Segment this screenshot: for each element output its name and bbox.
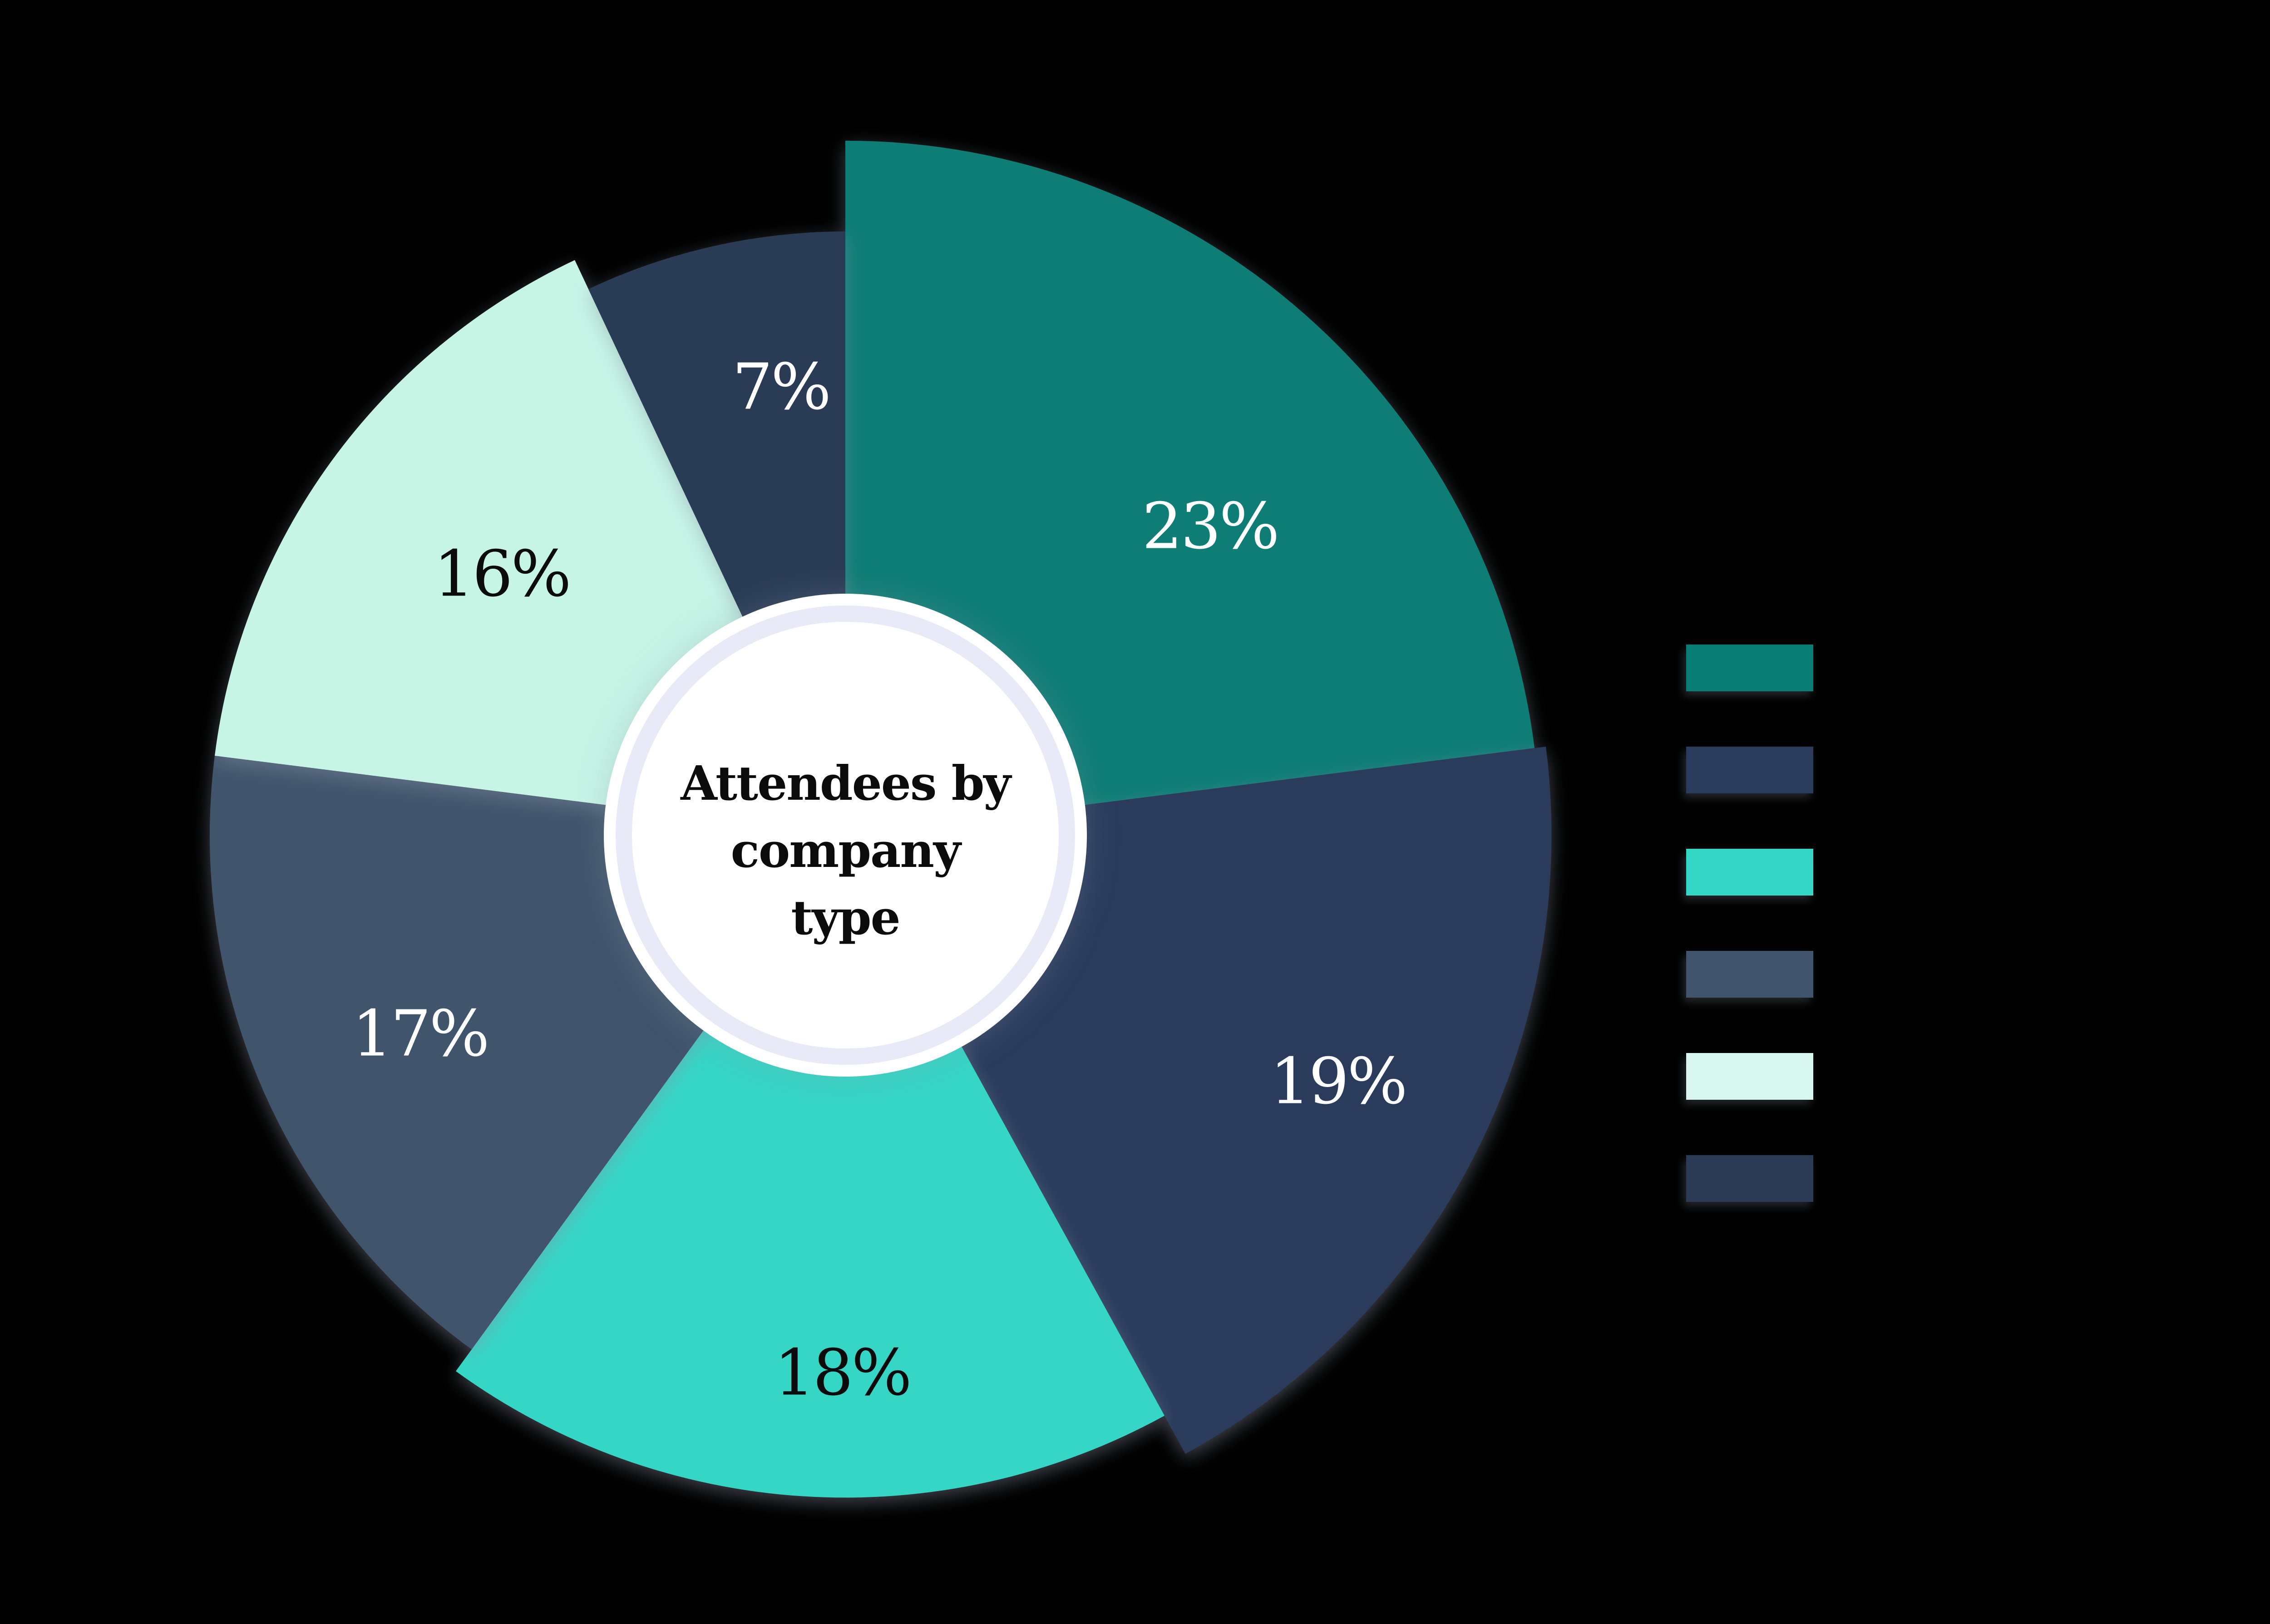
pie-slice-23pct <box>845 141 1535 835</box>
legend-swatch-18pct <box>1686 849 1813 896</box>
chart-title-line-1: Attendees by <box>681 755 1011 811</box>
legend-swatch-7pct <box>1686 1155 1813 1202</box>
slice-label-7pct: 7% <box>732 350 829 424</box>
slice-label-18pct: 18% <box>774 1336 910 1410</box>
legend <box>1686 645 1813 1257</box>
chart-title-line-2: company <box>730 822 961 878</box>
legend-item-2 <box>1686 747 1813 793</box>
legend-item-5 <box>1686 1053 1813 1100</box>
legend-item-4 <box>1686 951 1813 998</box>
chart-title-line-3: type <box>791 890 900 945</box>
slice-label-19pct: 19% <box>1270 1045 1406 1119</box>
chart-title: Attendees by company type <box>668 750 1022 951</box>
legend-swatch-17pct <box>1686 951 1813 998</box>
legend-item-3 <box>1686 849 1813 896</box>
legend-swatch-23pct <box>1686 645 1813 691</box>
pie-slice-18pct <box>456 835 1165 1498</box>
legend-swatch-19pct <box>1686 747 1813 793</box>
legend-swatch-16pct <box>1686 1053 1813 1100</box>
legend-item-6 <box>1686 1155 1813 1202</box>
slice-label-16pct: 16% <box>434 537 569 611</box>
slice-label-17pct: 17% <box>352 997 488 1071</box>
donut-center-circle <box>604 594 1087 1077</box>
slice-label-23pct: 23% <box>1142 490 1278 564</box>
legend-item-1 <box>1686 645 1813 691</box>
